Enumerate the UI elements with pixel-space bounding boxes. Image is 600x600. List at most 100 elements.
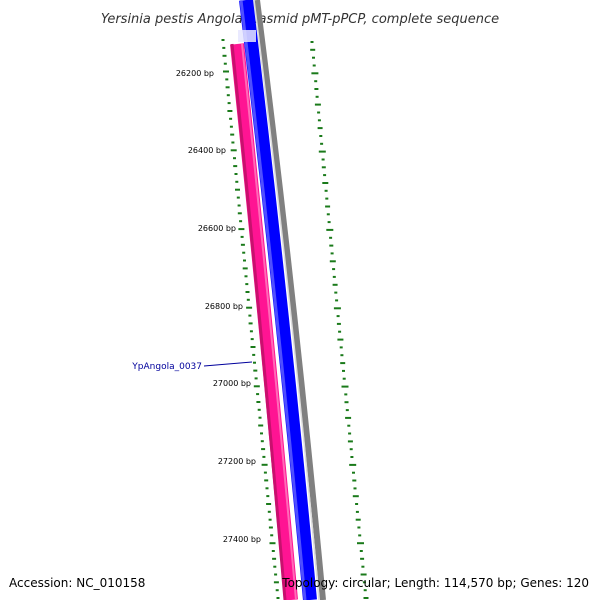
gc-dash (357, 526, 361, 529)
gc-dash (360, 573, 367, 576)
gc-dash (355, 518, 361, 521)
gc-dash (321, 158, 325, 161)
gene-label[interactable]: YpAngola_0037 (131, 362, 202, 372)
gc-dash (258, 424, 264, 427)
gc-dash (358, 534, 362, 537)
gc-dash (230, 133, 235, 136)
gc-dash (310, 41, 314, 43)
position-label: 27200 bp (218, 457, 256, 466)
gc-dash (242, 267, 248, 270)
gc-dash (345, 409, 349, 412)
gc-dash (359, 550, 363, 552)
reverse-cds-highlight (241, 43, 297, 600)
gc-dash (334, 291, 338, 294)
gc-dash (340, 362, 346, 365)
gc-dash (310, 48, 316, 51)
gc-dash (352, 471, 355, 474)
gc-dash (330, 252, 334, 255)
gc-dash (332, 268, 336, 271)
gc-dash (236, 196, 240, 199)
gc-dash (235, 180, 239, 183)
gc-dash (357, 542, 364, 545)
gc-dash (315, 95, 319, 98)
gc-dash (223, 62, 227, 65)
gc-dash (274, 573, 278, 576)
gc-dash (311, 72, 319, 75)
gc-dash (314, 88, 319, 90)
gc-dash (322, 182, 329, 184)
reverse-cds-track[interactable] (230, 43, 298, 600)
gc-dash (229, 117, 233, 120)
forward-cds-end-glow (238, 30, 256, 42)
gc-dash (360, 557, 365, 560)
gc-dash (265, 487, 269, 490)
gene-label-leader (203, 361, 253, 367)
gc-dash (253, 361, 256, 364)
gc-dash (229, 125, 233, 128)
gc-dash (321, 166, 326, 169)
gc-dash (332, 275, 336, 278)
gc-dash (335, 299, 339, 302)
gc-dash (248, 322, 253, 325)
gc-dash (347, 424, 351, 427)
gc-dash (258, 416, 262, 419)
gc-dash (240, 235, 244, 238)
gc-dash (336, 322, 341, 325)
gc-dash (257, 408, 261, 411)
gc-dash (252, 353, 256, 356)
gc-dash (317, 119, 321, 122)
gc-dash (221, 39, 225, 41)
gc-dash (318, 150, 326, 153)
gc-dash (312, 56, 315, 59)
gc-dash (314, 80, 318, 83)
gc-dash (246, 298, 250, 301)
gc-dash (269, 542, 276, 545)
gc-dash (355, 510, 359, 513)
gc-dash (264, 479, 269, 482)
gc-content-inner-track (221, 39, 280, 599)
gc-dash (237, 212, 242, 215)
gc-dash (317, 111, 321, 114)
gc-dash (355, 503, 359, 505)
gc-dash (233, 165, 238, 168)
gc-dash (325, 205, 331, 208)
gc-dash (249, 330, 253, 333)
gc-dash (314, 103, 321, 106)
gc-dash (348, 432, 352, 435)
gc-dash (344, 401, 349, 404)
gc-dash (339, 346, 343, 349)
gc-dash (363, 589, 367, 592)
gc-dash (342, 369, 345, 372)
position-label: 26800 bp (205, 302, 243, 311)
gc-dash (266, 495, 270, 498)
gc-dash (268, 518, 272, 521)
forward-cds-track[interactable] (239, 0, 317, 600)
gc-dash (363, 597, 369, 599)
gc-dash (352, 495, 359, 498)
gc-dash (273, 581, 279, 584)
gc-dash (243, 259, 246, 262)
gc-dash (341, 385, 349, 388)
accession-label: Accession: NC_010158 (9, 576, 145, 590)
position-labels: 26200 bp 26400 bp 26600 bp 26800 bp 2700… (176, 69, 261, 544)
gc-dash (227, 102, 231, 105)
gc-dash (312, 64, 316, 67)
gc-dash (248, 314, 252, 317)
gc-dash (268, 526, 273, 529)
gc-dash (222, 46, 226, 49)
gc-content-outer-track (310, 41, 369, 599)
gc-dash (329, 244, 334, 247)
gc-dash (260, 440, 264, 443)
gc-dash (223, 70, 229, 73)
gc-dash (256, 401, 261, 403)
gc-dash (263, 471, 267, 474)
gc-dash (345, 416, 352, 419)
gc-dash (237, 204, 241, 207)
gc-dash (262, 455, 266, 458)
gc-dash (333, 307, 341, 310)
gc-dash (230, 149, 237, 152)
gc-dash (253, 385, 260, 388)
gc-dash (244, 275, 248, 278)
gc-dash (226, 94, 230, 97)
